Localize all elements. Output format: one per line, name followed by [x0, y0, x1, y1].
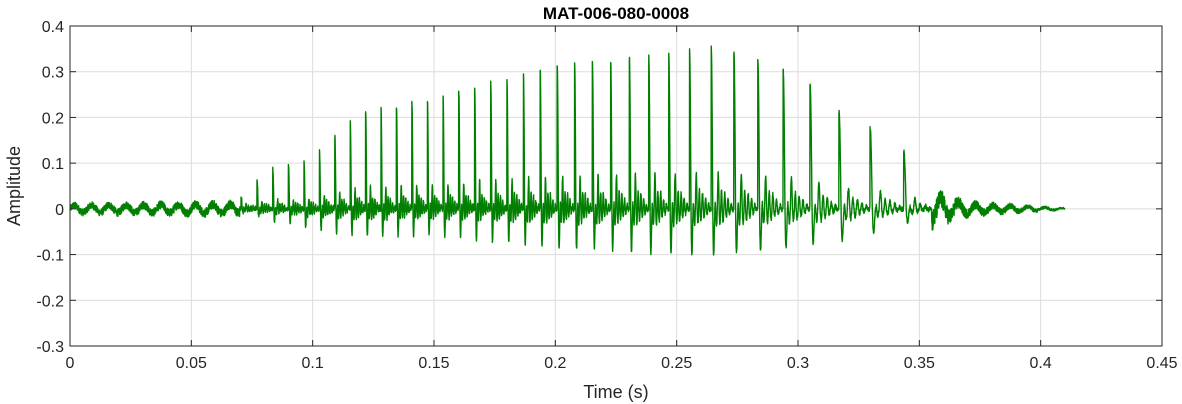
y-tick-label: 0 [55, 202, 64, 219]
y-tick-label: -0.2 [36, 293, 64, 310]
ticks [69, 25, 1163, 347]
chart-title: MAT-006-080-0008 [543, 4, 689, 23]
plot-area [70, 45, 1066, 256]
y-axis-label: Amplitude [4, 146, 24, 226]
axes-box [69, 25, 1163, 347]
y-tick-label: -0.3 [36, 339, 64, 356]
y-tick-labels: -0.3 -0.2 -0.1 0 0.1 0.2 0.3 0.4 [36, 19, 64, 356]
x-tick-labels: 0 0.05 0.1 0.15 0.2 0.25 0.3 0.35 0.4 0.45 [66, 355, 1178, 372]
x-tick-label: 0.25 [661, 355, 692, 372]
y-tick-label: 0.3 [42, 65, 64, 82]
x-tick-label: 0.15 [418, 355, 449, 372]
x-tick-label: 0.2 [544, 355, 566, 372]
y-tick-label: 0.4 [42, 19, 64, 36]
y-tick-label: -0.1 [36, 248, 64, 265]
x-tick-label: 0.1 [302, 355, 324, 372]
x-tick-label: 0.45 [1146, 355, 1177, 372]
y-tick-label: 0.1 [42, 156, 64, 173]
x-tick-label: 0 [66, 355, 75, 372]
x-tick-label: 0.05 [176, 355, 207, 372]
x-tick-label: 0.35 [904, 355, 935, 372]
y-tick-label: 0.2 [42, 110, 64, 127]
x-axis-label: Time (s) [583, 382, 648, 402]
x-tick-label: 0.4 [1030, 355, 1052, 372]
x-tick-label: 0.3 [787, 355, 809, 372]
waveform-line [70, 45, 1066, 256]
